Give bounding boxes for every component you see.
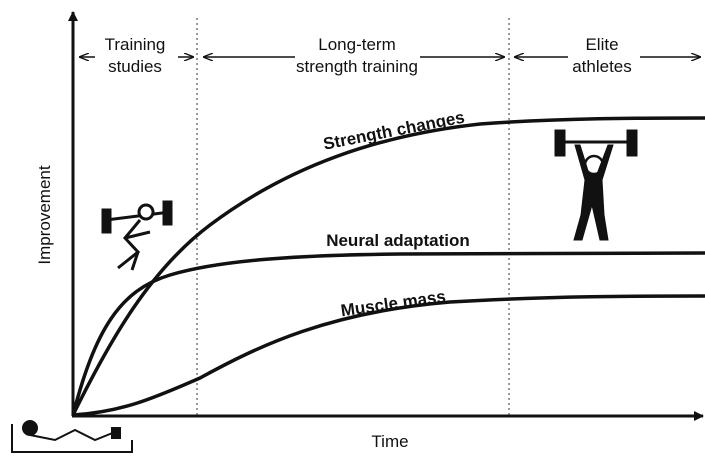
phase-label: Elite (585, 35, 618, 54)
diagram: Improvement Time Training studies Long-t… (0, 0, 705, 457)
phase-label: Long-term (318, 35, 395, 54)
athlete-icon (555, 130, 637, 240)
muscle-curve (73, 296, 705, 415)
resting-icon (12, 421, 132, 452)
lifter-icon (103, 202, 171, 270)
phase-label: athletes (572, 57, 632, 76)
curve-label: Muscle mass (340, 287, 447, 321)
strength-curve (73, 118, 705, 415)
phase: Elite athletes (515, 35, 700, 76)
phase-label: strength training (296, 57, 418, 76)
x-axis-label: Time (371, 432, 408, 451)
phase-label: Training (105, 35, 166, 54)
y-axis-label: Improvement (35, 165, 54, 264)
curve-label: Strength changes (322, 108, 467, 154)
phase: Training studies (80, 35, 193, 76)
phase: Long-term strength training (204, 35, 504, 76)
curve-label: Neural adaptation (326, 231, 470, 250)
phase-label: studies (108, 57, 162, 76)
